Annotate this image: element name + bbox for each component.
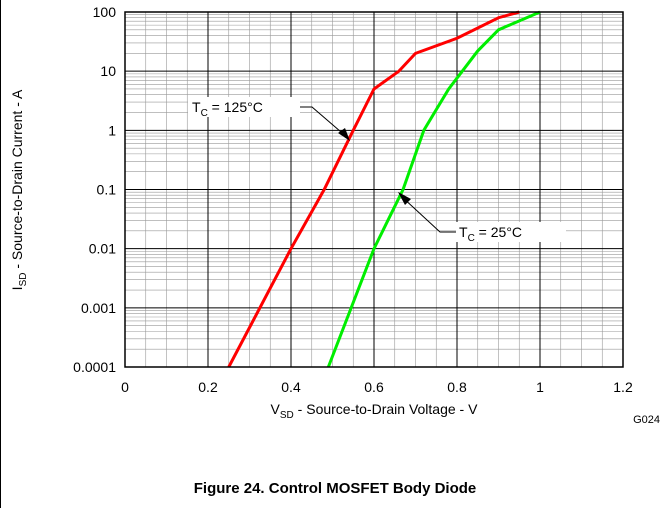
x-tick-label: 0.8 (447, 379, 467, 395)
lines (227, 10, 541, 368)
annotation-sub: C (468, 233, 475, 244)
x-tick-label: 0.4 (281, 379, 301, 395)
annotation-text: = 25°C (475, 224, 522, 240)
y-tick-label: 100 (93, 4, 117, 20)
x-tick-label: 0.6 (364, 379, 384, 395)
label-text: - Source-to-Drain Current - A (9, 89, 25, 272)
series-line (326, 10, 541, 368)
y-axis-label: ISD - Source-to-Drain Current - A (9, 89, 29, 290)
figure-code: G024 (633, 414, 660, 426)
series-line (227, 10, 520, 368)
label-text: - Source-to-Drain Voltage - V (294, 401, 478, 417)
y-tick-label: 0.01 (89, 241, 116, 257)
annotation-arrow (400, 195, 456, 233)
y-tick-label: 1 (108, 122, 116, 138)
label-text: V (271, 401, 281, 417)
y-tick-label: 0.001 (81, 300, 116, 316)
label-sub: SD (18, 273, 29, 287)
annotation: TC = 25°C (459, 224, 522, 244)
arrow-head (338, 128, 350, 141)
arrow-head (398, 192, 411, 205)
annotation-box (456, 222, 566, 242)
x-tick-label: 1 (536, 379, 544, 395)
annotation: TC = 125°C (192, 99, 263, 119)
x-tick-label: 0.2 (198, 379, 218, 395)
label-sub: SD (280, 410, 294, 421)
y-tick-label: 10 (100, 63, 116, 79)
y-tick-label: 0.1 (97, 182, 117, 198)
annotation-text: T (192, 99, 201, 115)
grid (124, 11, 624, 368)
caption: Figure 24. Control MOSFET Body Diode (194, 480, 477, 497)
x-axis-label: VSD - Source-to-Drain Voltage - V (271, 401, 479, 421)
x-tick-label: 0 (121, 379, 129, 395)
x-tick-label: 1.2 (613, 379, 633, 395)
annotation-box (188, 97, 300, 117)
label-text: I (9, 286, 25, 290)
plot-frame (124, 11, 624, 368)
annotation-text: T (459, 224, 468, 240)
y-tick-label: 0.0001 (73, 359, 116, 375)
annotation-arrow (300, 106, 349, 139)
annotation-text: = 125°C (208, 99, 263, 115)
annotation-sub: C (201, 108, 208, 119)
